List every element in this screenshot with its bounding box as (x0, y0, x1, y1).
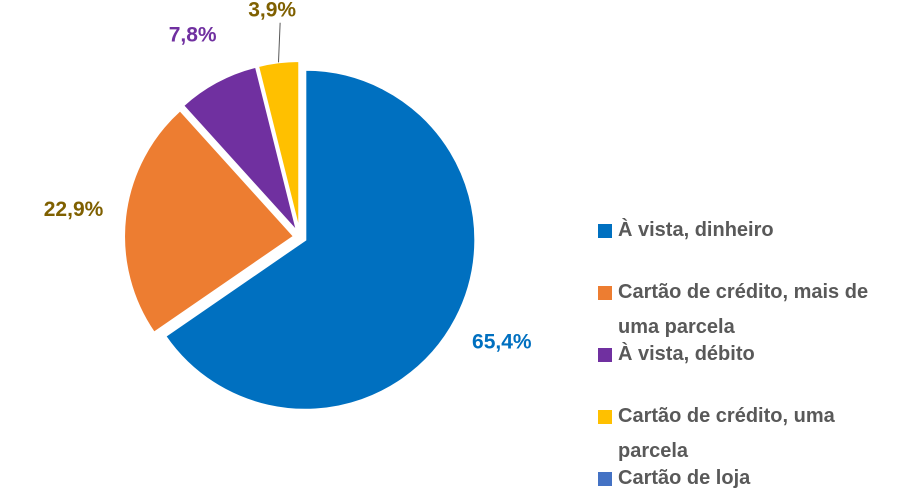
legend-label: Cartão de crédito, uma parcela (618, 405, 835, 462)
legend-label: Cartão de crédito, mais de uma parcela (618, 281, 869, 338)
legend-swatch (598, 224, 612, 238)
data-label: 22,9% (44, 198, 104, 221)
legend-item: Cartão de crédito, uma parcela (598, 399, 898, 469)
legend-item: À vista, débito (598, 337, 898, 372)
pie-slice (181, 65, 299, 233)
pie-slice (123, 108, 296, 335)
pie-slice (256, 60, 301, 232)
pie-slice (163, 68, 477, 411)
legend-swatch (598, 348, 612, 362)
legend-label: À vista, dinheiro (618, 219, 774, 241)
legend-label: À vista, débito (618, 343, 755, 365)
legend-swatch (598, 472, 612, 486)
legend-item: Cartão de crédito, mais de uma parcela (598, 275, 898, 345)
legend-label: Cartão de loja (618, 467, 751, 489)
legend-swatch (598, 410, 612, 424)
legend-item: Cartão de loja (598, 461, 898, 492)
data-label: 3,9% (248, 0, 296, 21)
legend-item: À vista, dinheiro (598, 213, 898, 248)
data-label: 7,8% (169, 23, 217, 46)
data-label: 65,4% (472, 331, 532, 354)
legend-swatch (598, 286, 612, 300)
leader-line (277, 22, 281, 63)
